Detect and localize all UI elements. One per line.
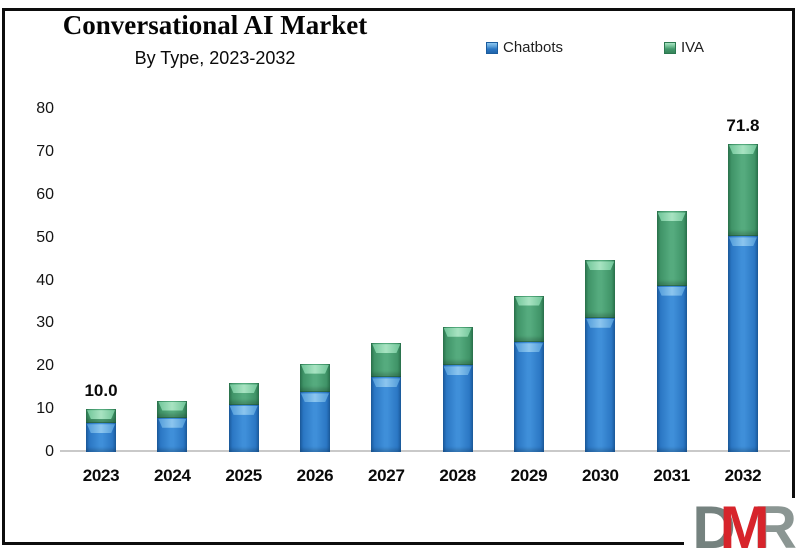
bar-segment-chatbots xyxy=(656,285,687,452)
y-tick-label: 0 xyxy=(45,443,54,460)
chart-title: Conversational AI Market xyxy=(62,10,368,40)
bar-2028 xyxy=(442,326,473,452)
x-tick-label: 2029 xyxy=(510,466,548,485)
bar-2025 xyxy=(228,383,259,452)
x-tick-label: 2028 xyxy=(439,466,476,485)
bar-segment-iva xyxy=(371,343,402,378)
bar-segment-chatbots xyxy=(371,377,402,452)
bar-segment-iva xyxy=(585,260,616,318)
bar-segment-iva xyxy=(442,326,473,366)
bar-2031 xyxy=(656,211,687,452)
bar-segment-iva xyxy=(299,363,330,393)
bar-segment-iva xyxy=(727,144,758,237)
y-tick-label: 10 xyxy=(36,400,54,418)
bar-segment-chatbots xyxy=(86,423,116,452)
y-tick-label: 70 xyxy=(36,142,54,160)
dmr-logo: D M R xyxy=(684,498,797,550)
bar-segment-iva xyxy=(157,400,188,418)
legend-item-iva: IVA xyxy=(664,39,704,56)
logo-letter-d: D xyxy=(692,498,736,550)
y-tick-label: 40 xyxy=(36,271,54,289)
bar-2029 xyxy=(513,295,544,452)
bar-segment-iva xyxy=(656,211,687,286)
bar-segment-chatbots xyxy=(299,392,330,452)
x-tick-label: 2024 xyxy=(154,466,191,485)
x-tick-label: 2025 xyxy=(225,466,262,485)
legend-label-iva: IVA xyxy=(681,39,705,56)
bar-2024 xyxy=(157,400,188,452)
bar-segment-chatbots xyxy=(727,236,758,452)
y-tick-label: 30 xyxy=(36,314,54,332)
y-tick-label: 50 xyxy=(36,228,54,246)
logo-letter-m: M xyxy=(719,498,770,550)
y-tick-label: 80 xyxy=(36,100,54,117)
bar-value-label: 71.8 xyxy=(726,116,760,136)
legend-item-chatbots: Chatbots xyxy=(486,39,563,56)
chart-subtitle: By Type, 2023-2032 xyxy=(134,48,296,68)
bar-segment-chatbots xyxy=(442,365,473,452)
bar-segment-iva xyxy=(228,383,259,405)
chatbots-swatch-icon xyxy=(486,41,498,54)
bar-2023 xyxy=(86,409,116,452)
bar-segment-chatbots xyxy=(585,317,616,452)
logo-letter-r: R xyxy=(753,498,797,550)
bar-2027 xyxy=(371,343,402,452)
bar-2032 xyxy=(727,144,758,452)
x-tick-label: 2032 xyxy=(724,466,762,485)
x-tick-label: 2023 xyxy=(82,466,120,485)
x-axis-line xyxy=(60,450,790,452)
bar-segment-chatbots xyxy=(228,404,259,452)
legend-label-chatbots: Chatbots xyxy=(503,39,564,56)
bar-segment-chatbots xyxy=(513,342,544,452)
y-tick-label: 20 xyxy=(36,357,54,375)
bar-segment-iva xyxy=(513,295,544,343)
bar-segment-iva xyxy=(86,409,116,424)
bar-2030 xyxy=(585,260,616,452)
x-tick-label: 2026 xyxy=(296,466,334,485)
iva-swatch-icon xyxy=(664,41,676,54)
bar-2026 xyxy=(299,363,330,452)
x-tick-label: 2031 xyxy=(653,466,690,485)
x-tick-label: 2027 xyxy=(368,466,405,485)
bar-segment-chatbots xyxy=(157,417,188,452)
x-tick-label: 2030 xyxy=(581,466,619,485)
y-tick-label: 60 xyxy=(36,185,54,203)
bar-value-label: 10.0 xyxy=(84,381,118,401)
